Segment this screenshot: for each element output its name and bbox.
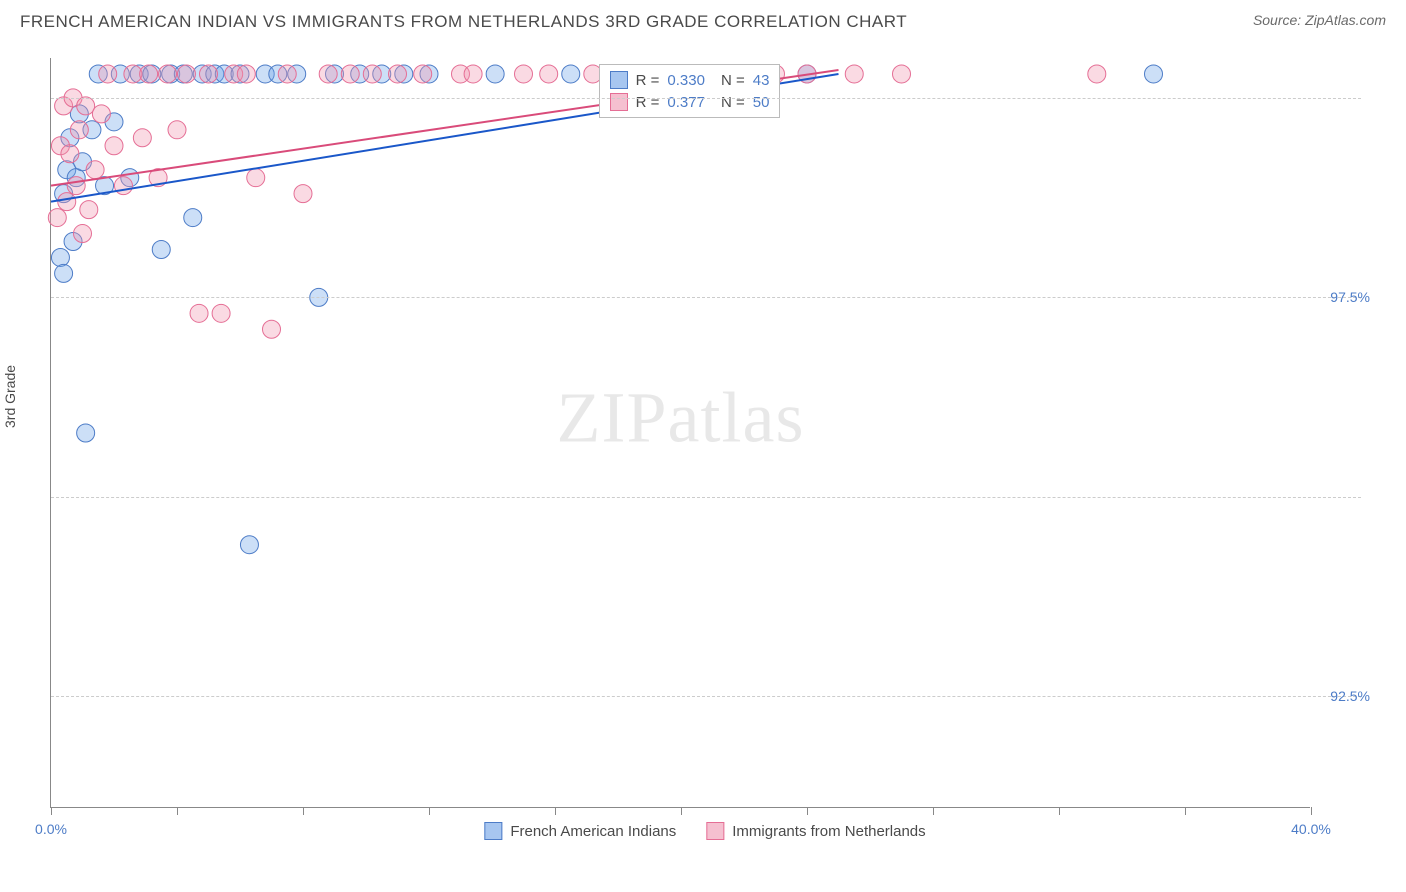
x-tick bbox=[51, 807, 52, 815]
scatter-point bbox=[77, 97, 95, 115]
scatter-point bbox=[99, 65, 117, 83]
y-axis-label: 3rd Grade bbox=[2, 365, 18, 428]
legend-swatch bbox=[610, 71, 628, 89]
scatter-point bbox=[212, 304, 230, 322]
legend-label: Immigrants from Netherlands bbox=[732, 823, 925, 840]
scatter-point bbox=[247, 169, 265, 187]
x-tick-label: 40.0% bbox=[1291, 821, 1331, 837]
scatter-point bbox=[51, 248, 69, 266]
scatter-point bbox=[48, 209, 66, 227]
scatter-point bbox=[114, 177, 132, 195]
legend-item: Immigrants from Netherlands bbox=[706, 822, 925, 840]
plot-area: ZIPatlas R =0.330N =43R =0.377N =50 92.5… bbox=[50, 58, 1310, 808]
x-tick bbox=[1311, 807, 1312, 815]
scatter-point bbox=[55, 264, 73, 282]
n-value: 43 bbox=[753, 72, 770, 89]
scatter-point bbox=[190, 304, 208, 322]
stats-legend-box: R = 0.330 N = 43 R = 0.377 N = 50 bbox=[599, 64, 781, 118]
x-tick bbox=[1059, 807, 1060, 815]
scatter-point bbox=[294, 185, 312, 203]
source-attribution: Source: ZipAtlas.com bbox=[1253, 12, 1386, 28]
scatter-point bbox=[67, 177, 85, 195]
gridline-horizontal bbox=[51, 98, 1361, 99]
n-label: N = bbox=[721, 72, 745, 89]
legend-bottom: French American Indians Immigrants from N… bbox=[484, 822, 925, 840]
chart-container: ZIPatlas R =0.330N =43R =0.377N =50 92.5… bbox=[50, 58, 1360, 808]
r-label: R = bbox=[636, 72, 660, 89]
scatter-point bbox=[152, 240, 170, 258]
x-tick-label: 0.0% bbox=[35, 821, 67, 837]
scatter-point bbox=[168, 121, 186, 139]
scatter-point bbox=[1088, 65, 1106, 83]
y-tick-label: 92.5% bbox=[1315, 688, 1370, 704]
r-label: R = bbox=[636, 94, 660, 111]
legend-swatch bbox=[706, 822, 724, 840]
chart-title: FRENCH AMERICAN INDIAN VS IMMIGRANTS FRO… bbox=[20, 12, 907, 32]
scatter-point bbox=[363, 65, 381, 83]
x-tick bbox=[303, 807, 304, 815]
x-tick bbox=[807, 807, 808, 815]
scatter-point bbox=[562, 65, 580, 83]
scatter-point bbox=[263, 320, 281, 338]
scatter-point bbox=[133, 129, 151, 147]
n-label: N = bbox=[721, 94, 745, 111]
scatter-point bbox=[92, 105, 110, 123]
scatter-point bbox=[540, 65, 558, 83]
scatter-point bbox=[1145, 65, 1163, 83]
chart-header: FRENCH AMERICAN INDIAN VS IMMIGRANTS FRO… bbox=[0, 0, 1406, 40]
scatter-point bbox=[389, 65, 407, 83]
scatter-point bbox=[184, 209, 202, 227]
scatter-point bbox=[486, 65, 504, 83]
stats-legend-row: R = 0.330 N = 43 bbox=[610, 69, 770, 91]
gridline-horizontal bbox=[51, 297, 1361, 298]
scatter-point bbox=[515, 65, 533, 83]
x-tick bbox=[933, 807, 934, 815]
scatter-point bbox=[58, 193, 76, 211]
scatter-point bbox=[341, 65, 359, 83]
scatter-point bbox=[200, 65, 218, 83]
scatter-point bbox=[464, 65, 482, 83]
scatter-point bbox=[86, 161, 104, 179]
scatter-point bbox=[61, 145, 79, 163]
scatter-point bbox=[278, 65, 296, 83]
legend-item: French American Indians bbox=[484, 822, 676, 840]
scatter-point bbox=[105, 137, 123, 155]
gridline-horizontal bbox=[51, 696, 1361, 697]
scatter-point bbox=[177, 65, 195, 83]
scatter-point bbox=[845, 65, 863, 83]
scatter-point bbox=[80, 201, 98, 219]
gridline-horizontal bbox=[51, 497, 1361, 498]
scatter-point bbox=[414, 65, 432, 83]
r-value: 0.330 bbox=[667, 72, 705, 89]
x-tick bbox=[429, 807, 430, 815]
scatter-point bbox=[319, 65, 337, 83]
n-value: 50 bbox=[753, 94, 770, 111]
scatter-point bbox=[237, 65, 255, 83]
scatter-point bbox=[77, 424, 95, 442]
scatter-point bbox=[70, 121, 88, 139]
r-value: 0.377 bbox=[667, 94, 705, 111]
y-tick-label: 97.5% bbox=[1315, 289, 1370, 305]
legend-swatch bbox=[484, 822, 502, 840]
scatter-point bbox=[240, 536, 258, 554]
x-tick bbox=[555, 807, 556, 815]
stats-legend-row: R = 0.377 N = 50 bbox=[610, 91, 770, 113]
scatter-point bbox=[140, 65, 158, 83]
scatter-point bbox=[159, 65, 177, 83]
x-tick bbox=[177, 807, 178, 815]
x-tick bbox=[1185, 807, 1186, 815]
scatter-point bbox=[74, 225, 92, 243]
legend-label: French American Indians bbox=[510, 823, 676, 840]
scatter-point bbox=[893, 65, 911, 83]
x-tick bbox=[681, 807, 682, 815]
legend-swatch bbox=[610, 93, 628, 111]
